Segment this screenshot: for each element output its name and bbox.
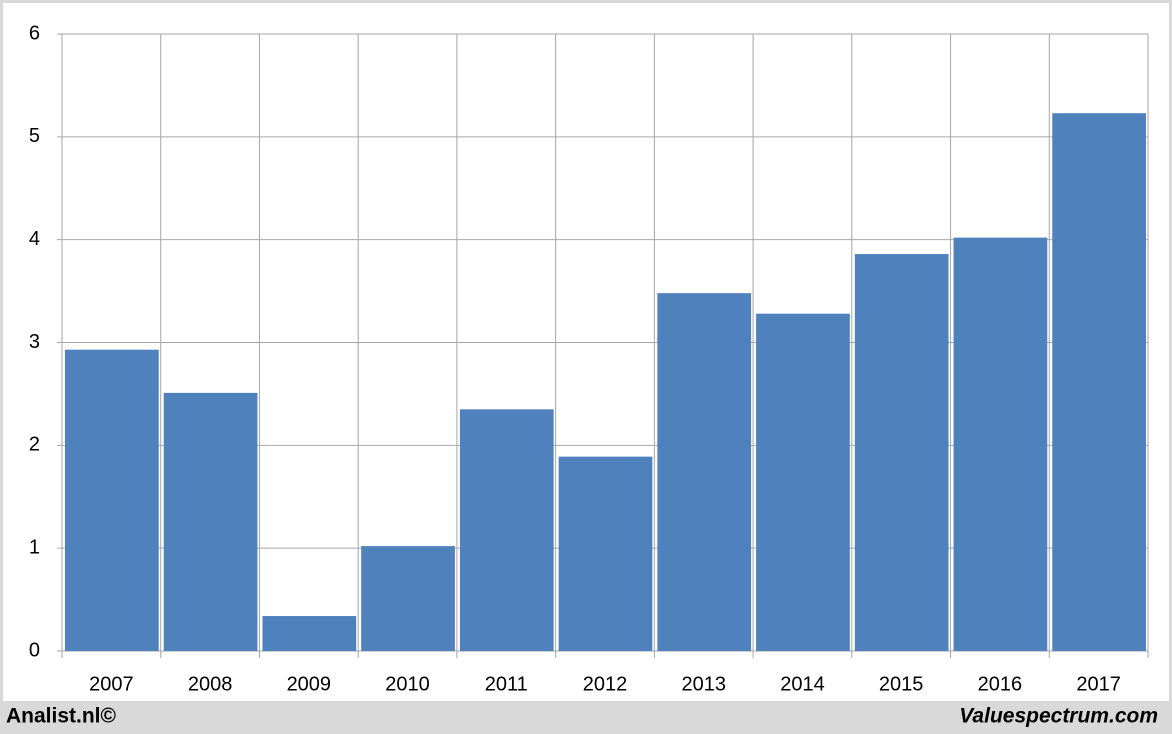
y-tick-label: 0 [29,639,40,661]
bar [65,349,159,651]
y-tick-label: 3 [29,331,40,353]
bar [953,237,1048,652]
bar [262,616,357,651]
y-tick-label: 5 [29,125,40,147]
bar [163,392,258,651]
bar [459,409,554,651]
bar [854,254,949,651]
bar [657,293,752,651]
x-tick-label: 2011 [485,673,528,695]
bar [361,546,455,651]
bar [1052,113,1146,652]
x-tick-label: 2016 [978,673,1023,695]
x-tick-label: 2008 [188,673,233,695]
footer-left: Analist.nl© [6,705,117,728]
y-tick-label: 6 [29,22,40,44]
x-tick-label: 2012 [583,673,628,695]
x-tick-label: 2015 [879,673,924,695]
x-tick-label: 2009 [287,673,332,695]
x-tick-label: 2017 [1076,673,1121,695]
x-tick-label: 2014 [780,673,825,695]
x-tick-label: 2013 [681,673,726,695]
x-tick-label: 2010 [385,673,430,695]
bar [756,313,850,651]
x-tick-label: 2007 [89,673,134,695]
bar [558,456,653,651]
y-tick-label: 2 [29,434,40,456]
y-tick-label: 1 [29,536,40,558]
footer-right: Valuespectrum.com [959,705,1158,728]
y-tick-label: 4 [29,228,40,250]
